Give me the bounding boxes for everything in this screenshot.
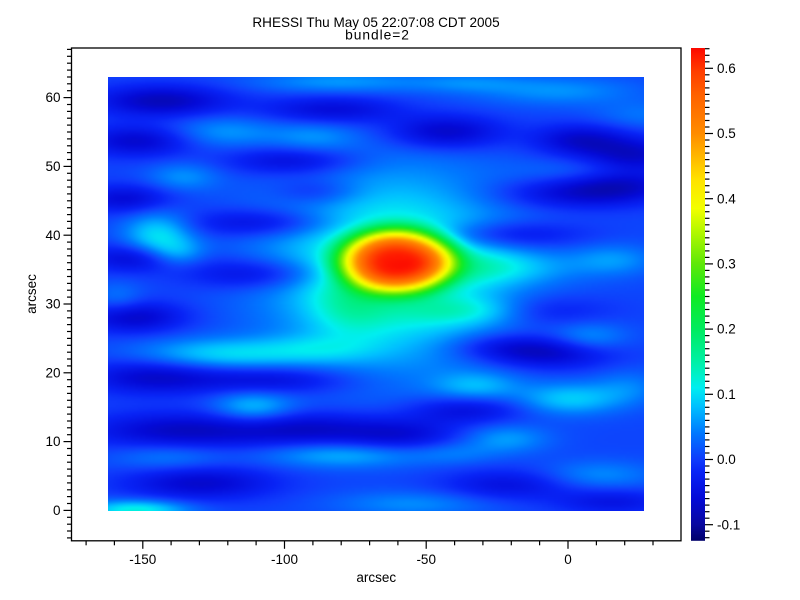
svg-text:50: 50	[45, 159, 60, 174]
svg-text:arcsec: arcsec	[24, 274, 39, 314]
svg-text:30: 30	[45, 297, 60, 312]
svg-text:bundle=2: bundle=2	[345, 28, 410, 43]
svg-text:-100: -100	[271, 552, 298, 567]
svg-text:0.2: 0.2	[717, 322, 736, 337]
svg-text:20: 20	[45, 365, 60, 380]
svg-text:0.6: 0.6	[717, 61, 736, 76]
svg-text:-150: -150	[129, 552, 156, 567]
svg-text:60: 60	[45, 90, 60, 105]
svg-text:40: 40	[45, 228, 60, 243]
svg-text:arcsec: arcsec	[356, 570, 396, 585]
svg-text:10: 10	[45, 434, 60, 449]
svg-text:-50: -50	[416, 552, 436, 567]
svg-text:0.0: 0.0	[717, 452, 736, 467]
svg-text:0.3: 0.3	[717, 257, 736, 272]
svg-text:0: 0	[53, 503, 61, 518]
svg-text:0.1: 0.1	[717, 387, 736, 402]
svg-text:RHESSI Thu May 05 22:07:08 CDT: RHESSI Thu May 05 22:07:08 CDT 2005	[252, 15, 499, 30]
svg-text:0: 0	[564, 552, 572, 567]
svg-text:0.5: 0.5	[717, 126, 736, 141]
svg-text:0.4: 0.4	[717, 191, 736, 206]
svg-text:-0.1: -0.1	[717, 517, 740, 532]
